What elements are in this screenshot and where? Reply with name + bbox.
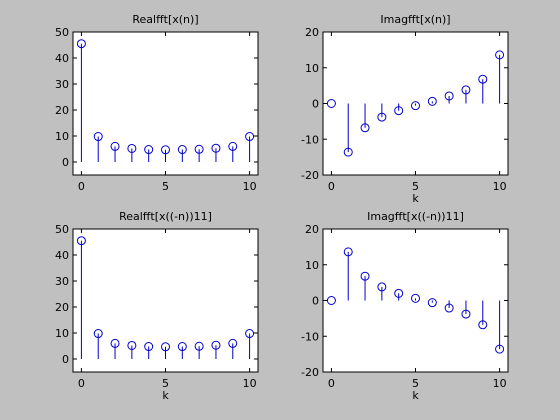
stem-marker [377,112,387,122]
x-tick-label: 0 [78,377,85,390]
stem-marker [394,106,404,116]
stem-marker [76,39,86,49]
stem-marker [495,344,505,354]
y-tick-label: 30 [55,78,69,91]
subplot-1: 0 5 10 0 10 20 30 40 50 Realfft[x(n)] [55,13,259,193]
y-tick-label: 30 [55,275,69,288]
y-tick-label: 10 [55,327,69,340]
stem-marker [377,282,387,292]
x-tick-label: 10 [493,180,507,193]
stem-marker [245,132,255,142]
stem-marker [326,296,336,305]
y-tick-label: 10 [305,259,319,272]
stem-marker [444,303,454,313]
stem-marker [411,101,420,111]
y-tick-label: 0 [62,353,69,366]
x-tick-label: 0 [78,180,85,193]
stem-marker [110,141,120,151]
stem-marker [343,247,353,257]
y-tick-label: 40 [55,249,69,262]
y-tick-label: -10 [301,330,319,343]
stem-marker [343,147,353,157]
y-tick-label: -20 [301,169,319,182]
y-tick-label: 0 [312,295,319,308]
subplot-2: 0 5 10 -20 -10 0 10 20 Imagfft[x(n)] k [301,13,509,205]
stem-marker [144,342,154,352]
y-tick-label: 10 [55,130,69,143]
chart-title: Realfft[x(n)] [132,13,198,26]
stem-marker [461,85,471,95]
x-tick-label: 5 [162,377,169,390]
y-tick-label: -20 [301,366,319,379]
stem-marker [427,298,437,308]
stem-marker [228,338,238,348]
x-tick-label: 5 [412,180,419,193]
x-tick-label: 10 [493,377,507,390]
x-tick-label: 5 [412,377,419,390]
x-axis-label: k [412,192,419,205]
stem-marker [228,141,238,151]
y-tick-label: 0 [312,98,319,111]
y-tick-label: 20 [305,26,319,39]
stem-marker [394,288,404,298]
stem-marker [360,271,370,281]
x-tick-label: 0 [328,377,335,390]
x-tick-label: 10 [243,377,257,390]
x-axis-label: k [412,389,419,402]
stem-marker [211,143,221,153]
stem-marker [245,329,255,339]
stem-marker [93,329,103,339]
stem-marker [127,340,137,350]
stem-marker [161,342,170,352]
stem-marker [161,145,170,155]
stem-marker [211,340,221,350]
stem-marker [127,143,137,153]
stem-marker [177,342,187,352]
stem-marker [194,144,204,154]
y-tick-label: 0 [62,156,69,169]
chart-title: Realfft[x((-n))11] [119,210,212,223]
x-tick-label: 0 [328,180,335,193]
chart-title: Imagfft[x(n)] [380,13,450,26]
stem-marker [427,96,437,106]
subplot-4: 0 5 10 -20 -10 0 10 20 Imagfft[x((-n))11] k [301,210,509,402]
stem-marker [194,341,204,351]
stem-marker [478,320,488,330]
stem-marker [461,309,471,319]
stem-marker [144,145,154,155]
subplot-3: 0 5 10 0 10 20 30 40 50 Realfft[x((-n))11] k [55,210,259,402]
y-tick-label: 50 [55,223,69,236]
y-tick-label: 10 [305,62,319,75]
x-tick-label: 10 [243,180,257,193]
y-tick-label: 20 [55,301,69,314]
stem-marker [326,99,336,108]
stem-marker [360,123,370,133]
x-axis-label: k [162,389,169,402]
stem-marker [444,91,454,101]
y-tick-label: 20 [55,104,69,117]
y-tick-label: 40 [55,52,69,65]
y-tick-label: -10 [301,133,319,146]
stem-marker [478,74,488,84]
stem-marker [76,236,86,246]
chart-title: Imagfft[x((-n))11] [367,210,464,223]
stem-marker [110,338,120,348]
stem-marker [177,145,187,155]
stem-marker [495,50,505,60]
stem-marker [411,293,420,303]
x-tick-label: 5 [162,180,169,193]
y-tick-label: 20 [305,223,319,236]
stem-marker [93,132,103,142]
y-tick-label: 50 [55,26,69,39]
